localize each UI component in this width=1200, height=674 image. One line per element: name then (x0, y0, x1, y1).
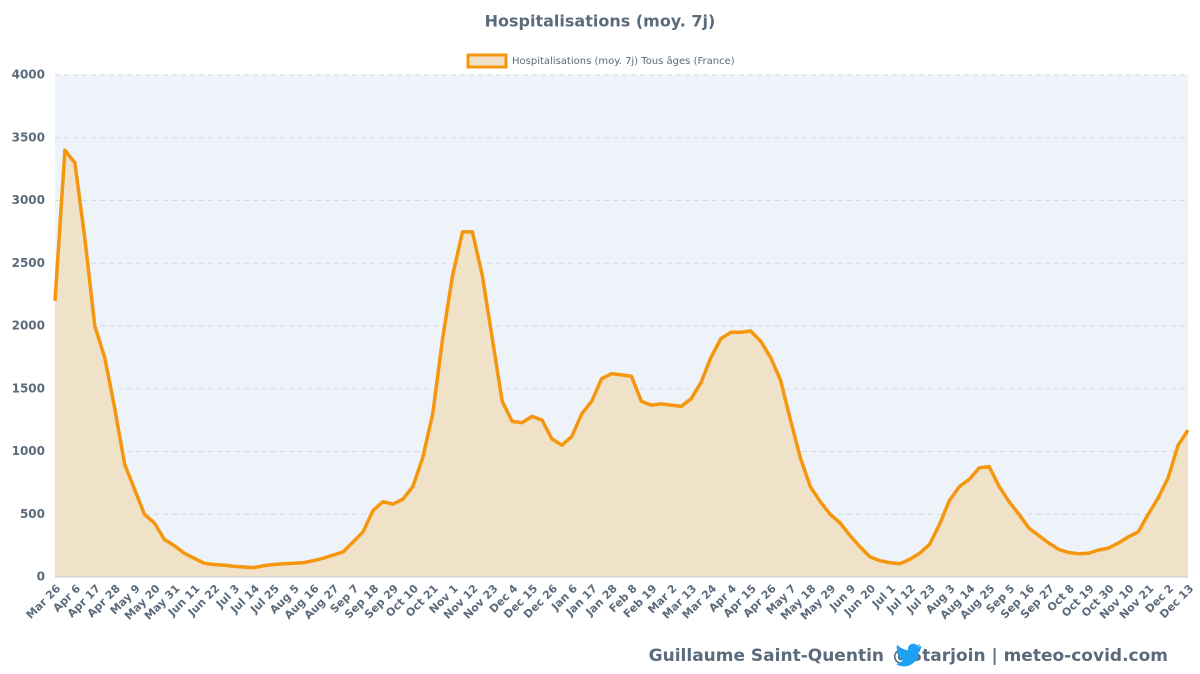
y-tick-label: 4000 (12, 68, 45, 82)
y-tick-label: 0 (37, 570, 45, 584)
footer-credit: @Starjoin | meteo-covid.com (893, 646, 1168, 666)
y-tick-label: 2500 (12, 256, 45, 270)
y-tick-label: 1000 (12, 444, 45, 458)
twitter-icon (896, 643, 922, 667)
y-tick-label: 2000 (12, 319, 45, 333)
line (53, 148, 1190, 570)
area (55, 150, 1188, 578)
legend-label: Hospitalisations (moy. 7j) Tous âges (Fr… (512, 55, 735, 67)
legend-swatch (466, 53, 508, 69)
y-tick-label: 500 (20, 507, 45, 521)
y-tick-label: 1500 (12, 381, 45, 395)
y-tick-label: 3000 (12, 193, 45, 207)
chart-title: Hospitalisations (moy. 7j) (485, 12, 716, 31)
footer-author: Guillaume Saint-Quentin (649, 646, 884, 666)
y-tick-label: 3500 (12, 130, 45, 144)
